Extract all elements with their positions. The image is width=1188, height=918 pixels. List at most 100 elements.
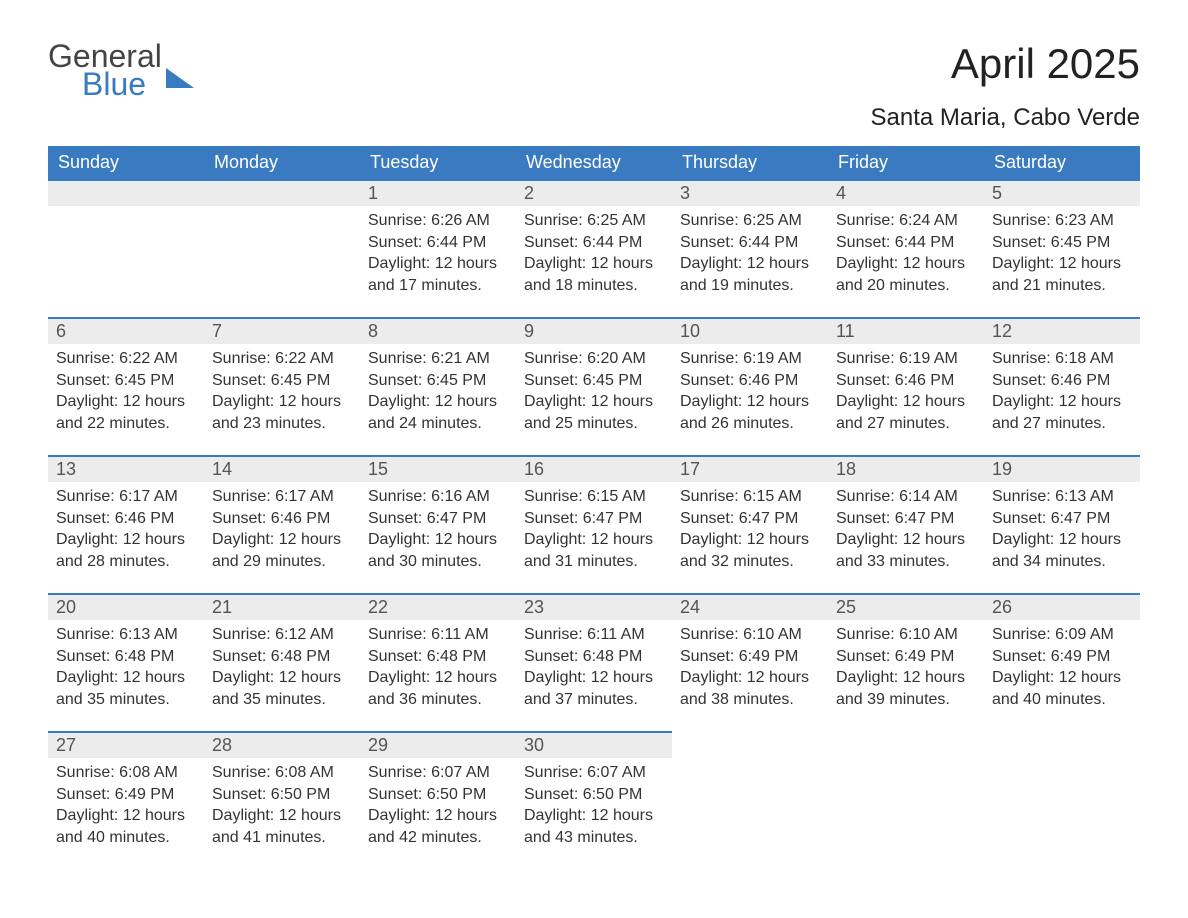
weekday-header: Tuesday [360,146,516,179]
daylight-line: Daylight: 12 hours and 31 minutes. [524,529,664,572]
calendar-week-row: 20 Sunrise: 6:13 AM Sunset: 6:48 PM Dayligh… [48,593,1140,731]
daylight-line: Daylight: 12 hours and 38 minutes. [680,667,820,710]
empty-day-number [204,179,360,206]
sunset-line: Sunset: 6:49 PM [56,784,196,806]
day-content: Sunrise: 6:08 AMSunset: 6:50 PMDaylight:… [204,758,360,860]
day-number: 9 [516,317,672,344]
calendar-cell: 24Sunrise: 6:10 AMSunset: 6:49 PMDayligh… [672,593,828,731]
sunset-line: Sunset: 6:50 PM [368,784,508,806]
day-number: 12 [984,317,1140,344]
calendar-cell [672,731,828,869]
sunrise-line: Sunrise: 6:15 AM [524,486,664,508]
daylight-line: Daylight: 12 hours and 39 minutes. [836,667,976,710]
sunrise-line: Sunrise: 6:07 AM [524,762,664,784]
calendar-cell: 19Sunrise: 6:13 AMSunset: 6:47 PMDayligh… [984,455,1140,593]
day-content: Sunrise: 6:15 AMSunset: 6:47 PMDaylight:… [516,482,672,584]
calendar-cell: 7Sunrise: 6:22 AMSunset: 6:45 PMDaylight… [204,317,360,455]
sunrise-line: Sunrise: 6:17 AM [212,486,352,508]
day-number: 16 [516,455,672,482]
day-number: 10 [672,317,828,344]
daylight-line: Daylight: 12 hours and 34 minutes. [992,529,1132,572]
sunset-line: Sunset: 6:47 PM [368,508,508,530]
day-content: Sunrise: 6:22 AMSunset: 6:45 PMDaylight:… [48,344,204,446]
day-number: 22 [360,593,516,620]
sunrise-line: Sunrise: 6:16 AM [368,486,508,508]
day-content: Sunrise: 6:07 AMSunset: 6:50 PMDaylight:… [360,758,516,860]
day-content: Sunrise: 6:07 AMSunset: 6:50 PMDaylight:… [516,758,672,860]
sunset-line: Sunset: 6:49 PM [836,646,976,668]
brand-flag-icon [166,68,194,88]
sunrise-line: Sunrise: 6:25 AM [524,210,664,232]
sunrise-line: Sunrise: 6:10 AM [836,624,976,646]
daylight-line: Daylight: 12 hours and 28 minutes. [56,529,196,572]
calendar-cell: 3Sunrise: 6:25 AMSunset: 6:44 PMDaylight… [672,179,828,317]
sunset-line: Sunset: 6:50 PM [524,784,664,806]
day-content: Sunrise: 6:22 AMSunset: 6:45 PMDaylight:… [204,344,360,446]
weekday-header-row: SundayMondayTuesdayWednesdayThursdayFrid… [48,146,1140,179]
sunset-line: Sunset: 6:44 PM [524,232,664,254]
sunrise-line: Sunrise: 6:14 AM [836,486,976,508]
sunrise-line: Sunrise: 6:17 AM [56,486,196,508]
daylight-line: Daylight: 12 hours and 35 minutes. [56,667,196,710]
day-number: 20 [48,593,204,620]
calendar-week-row: 1Sunrise: 6:26 AMSunset: 6:44 PMDaylight… [48,179,1140,317]
day-content: Sunrise: 6:19 AMSunset: 6:46 PMDaylight:… [672,344,828,446]
calendar-body: 1Sunrise: 6:26 AMSunset: 6:44 PMDaylight… [48,179,1140,869]
sunset-line: Sunset: 6:46 PM [56,508,196,530]
sunset-line: Sunset: 6:46 PM [836,370,976,392]
sunset-line: Sunset: 6:45 PM [368,370,508,392]
day-content: Sunrise: 6:12 AMSunset: 6:48 PMDaylight:… [204,620,360,722]
calendar-cell: 17Sunrise: 6:15 AMSunset: 6:47 PMDayligh… [672,455,828,593]
header: General Blue April 2025 [48,40,1140,100]
sunset-line: Sunset: 6:45 PM [524,370,664,392]
calendar-cell: 20Sunrise: 6:13 AMSunset: 6:48 PMDayligh… [48,593,204,731]
day-number: 11 [828,317,984,344]
calendar-cell: 22Sunrise: 6:11 AMSunset: 6:48 PMDayligh… [360,593,516,731]
calendar-cell: 6Sunrise: 6:22 AMSunset: 6:45 PMDaylight… [48,317,204,455]
calendar-cell: 2Sunrise: 6:25 AMSunset: 6:44 PMDaylight… [516,179,672,317]
sunset-line: Sunset: 6:46 PM [992,370,1132,392]
calendar-cell: 27Sunrise: 6:08 AMSunset: 6:49 PMDayligh… [48,731,204,869]
calendar-cell: 29Sunrise: 6:07 AMSunset: 6:50 PMDayligh… [360,731,516,869]
daylight-line: Daylight: 12 hours and 22 minutes. [56,391,196,434]
day-content: Sunrise: 6:20 AMSunset: 6:45 PMDaylight:… [516,344,672,446]
daylight-line: Daylight: 12 hours and 21 minutes. [992,253,1132,296]
sunrise-line: Sunrise: 6:10 AM [680,624,820,646]
sunrise-line: Sunrise: 6:19 AM [836,348,976,370]
daylight-line: Daylight: 12 hours and 17 minutes. [368,253,508,296]
daylight-line: Daylight: 12 hours and 42 minutes. [368,805,508,848]
day-number: 28 [204,731,360,758]
daylight-line: Daylight: 12 hours and 40 minutes. [992,667,1132,710]
sunset-line: Sunset: 6:48 PM [524,646,664,668]
day-number: 23 [516,593,672,620]
daylight-line: Daylight: 12 hours and 26 minutes. [680,391,820,434]
day-content: Sunrise: 6:21 AMSunset: 6:45 PMDaylight:… [360,344,516,446]
calendar-cell: 13Sunrise: 6:17 AMSunset: 6:46 PMDayligh… [48,455,204,593]
day-number: 8 [360,317,516,344]
calendar-cell [828,731,984,869]
calendar-table: SundayMondayTuesdayWednesdayThursdayFrid… [48,146,1140,869]
sunset-line: Sunset: 6:48 PM [212,646,352,668]
calendar-cell [984,731,1140,869]
sunrise-line: Sunrise: 6:25 AM [680,210,820,232]
daylight-line: Daylight: 12 hours and 36 minutes. [368,667,508,710]
day-content: Sunrise: 6:19 AMSunset: 6:46 PMDaylight:… [828,344,984,446]
day-number: 30 [516,731,672,758]
day-number: 26 [984,593,1140,620]
sunrise-line: Sunrise: 6:13 AM [56,624,196,646]
sunset-line: Sunset: 6:45 PM [992,232,1132,254]
day-content: Sunrise: 6:24 AMSunset: 6:44 PMDaylight:… [828,206,984,308]
calendar-cell: 16Sunrise: 6:15 AMSunset: 6:47 PMDayligh… [516,455,672,593]
sunrise-line: Sunrise: 6:26 AM [368,210,508,232]
calendar-cell: 14Sunrise: 6:17 AMSunset: 6:46 PMDayligh… [204,455,360,593]
day-number: 15 [360,455,516,482]
weekday-header: Monday [204,146,360,179]
calendar-cell: 28Sunrise: 6:08 AMSunset: 6:50 PMDayligh… [204,731,360,869]
day-number: 7 [204,317,360,344]
weekday-header: Wednesday [516,146,672,179]
sunset-line: Sunset: 6:47 PM [836,508,976,530]
calendar-cell [204,179,360,317]
calendar-cell: 5Sunrise: 6:23 AMSunset: 6:45 PMDaylight… [984,179,1140,317]
day-number: 2 [516,179,672,206]
day-number: 21 [204,593,360,620]
